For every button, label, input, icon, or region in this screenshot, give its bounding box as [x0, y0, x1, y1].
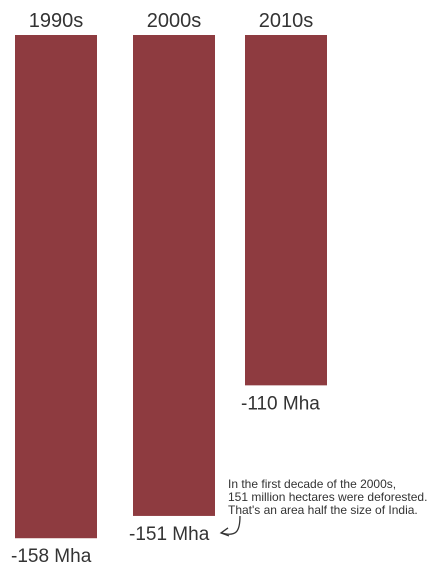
value-label-2010s: -110 Mha [241, 393, 320, 414]
category-label-2000s: 2000s [147, 10, 202, 32]
annotation-group: In the first decade of the 2000s, 151 mil… [219, 477, 427, 537]
category-label-2010s: 2010s [259, 10, 314, 32]
annotation-line: That's an area half the size of India. [228, 503, 418, 517]
value-labels-group: -158 Mha -151 Mha -110 Mha [11, 393, 320, 564]
annotation-line: In the first decade of the 2000s, [228, 477, 396, 491]
value-label-2000s: -151 Mha [129, 524, 210, 545]
bars-group [15, 35, 327, 539]
annotation-line: 151 million hectares were deforested. [228, 490, 427, 504]
category-labels-group: 1990s 2000s 2010s [29, 10, 314, 32]
annotation-arrowhead [219, 527, 230, 537]
value-label-1990s: -158 Mha [11, 546, 92, 564]
bar-2000s [133, 35, 215, 516]
category-label-1990s: 1990s [29, 10, 84, 32]
annotation-text: In the first decade of the 2000s, 151 mil… [228, 477, 427, 517]
bar-1990s [15, 35, 97, 539]
bar-2010s [245, 35, 327, 386]
